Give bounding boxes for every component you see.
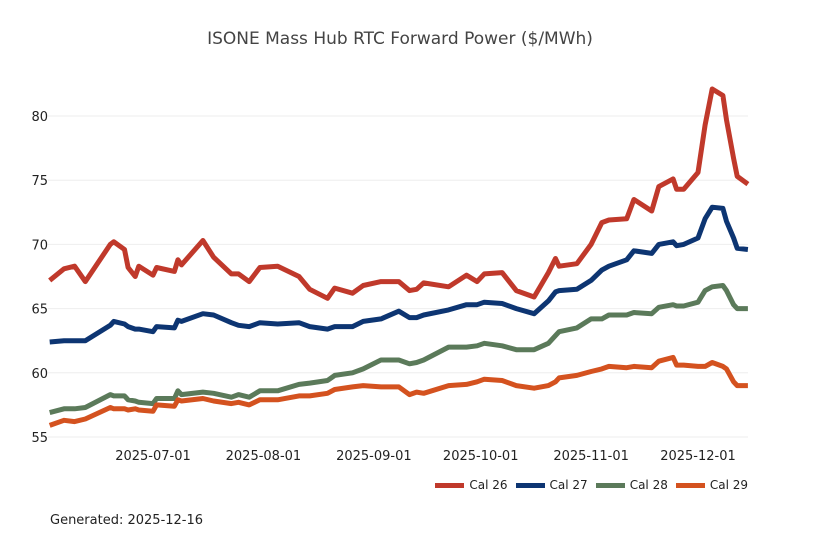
legend-swatch [675, 482, 705, 488]
series-line-cal-28 [49, 283, 748, 416]
x-tick-label: 2025-08-01 [226, 449, 302, 464]
x-tick-label: 2025-12-01 [660, 449, 736, 464]
chart-title: ISONE Mass Hub RTC Forward Power ($/MWh) [207, 29, 593, 49]
x-tick-label: 2025-11-01 [553, 449, 629, 464]
x-tick-label: 2025-09-01 [336, 449, 412, 464]
legend-item: Cal 27 [515, 478, 588, 492]
x-tick-label: 2025-10-01 [443, 449, 519, 464]
gridlines [48, 115, 748, 438]
legend-label: Cal 26 [469, 478, 508, 492]
generated-timestamp: Generated: 2025-12-16 [50, 513, 204, 528]
legend-item: Cal 28 [595, 478, 668, 492]
legend-swatch [435, 482, 465, 488]
series-lines [48, 86, 750, 428]
y-tick-label: 55 [31, 431, 48, 446]
series-line-cal-29 [48, 354, 748, 428]
series-line-cal-27 [49, 204, 749, 345]
legend-item: Cal 29 [675, 478, 748, 492]
x-axis-ticks: 2025-07-01 2025-08-01 2025-09-01 2025-10-01… [115, 449, 736, 464]
y-tick-label: 70 [31, 238, 48, 253]
y-tick-label: 75 [31, 174, 48, 189]
y-tick-label: 65 [31, 303, 48, 318]
legend-label: Cal 27 [549, 478, 588, 492]
y-tick-label: 60 [31, 367, 48, 382]
legend-label: Cal 29 [709, 478, 748, 492]
y-axis-ticks: 55 60 65 70 75 80 [31, 110, 48, 446]
x-tick-label: 2025-07-01 [115, 449, 191, 464]
legend: Cal 26 Cal 27 Cal 28 Cal 29 [435, 478, 748, 492]
legend-swatch [595, 482, 625, 488]
series-line-cal-26 [48, 86, 750, 301]
legend-swatch [515, 482, 545, 488]
legend-item: Cal 26 [435, 478, 508, 492]
legend-label: Cal 28 [629, 478, 668, 492]
y-tick-label: 80 [31, 110, 48, 125]
